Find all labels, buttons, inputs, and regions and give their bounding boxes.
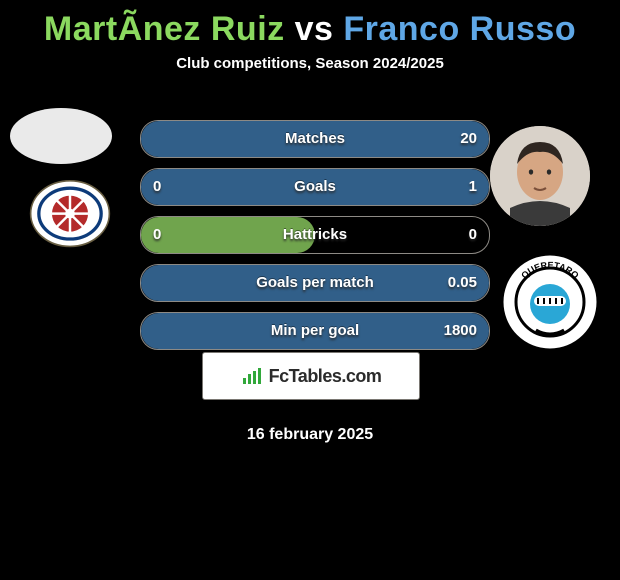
stat-label: Matches: [141, 121, 489, 157]
stat-right-value: 20: [460, 121, 477, 157]
stat-label: Min per goal: [141, 313, 489, 349]
date-label: 16 february 2025: [0, 426, 620, 444]
stat-row-hattricks: 0 Hattricks 0: [140, 216, 490, 254]
stat-right-value: 0: [469, 217, 477, 253]
brand-bars-icon: [241, 366, 263, 386]
player1-avatar: [10, 108, 112, 164]
stat-label: Goals: [141, 169, 489, 205]
title-row: MartÃ­nez Ruiz vs Franco Russo: [0, 0, 620, 49]
stat-bars: Matches 20 0 Goals 1 0 Hattricks 0 Goals…: [140, 120, 490, 360]
stat-row-goals-per-match: Goals per match 0.05: [140, 264, 490, 302]
stat-right-value: 0.05: [448, 265, 477, 301]
player2-avatar: [490, 126, 590, 226]
vs-label: vs: [295, 10, 334, 48]
stat-right-value: 1: [469, 169, 477, 205]
subtitle: Club competitions, Season 2024/2025: [0, 55, 620, 72]
player2-avatar-svg: [490, 126, 590, 226]
stat-label: Hattricks: [141, 217, 489, 253]
player2-name: Franco Russo: [343, 10, 576, 48]
brand-box[interactable]: FcTables.com: [202, 352, 420, 400]
player1-club-badge: [20, 180, 120, 262]
brand-text: FcTables.com: [269, 366, 382, 387]
stat-row-matches: Matches 20: [140, 120, 490, 158]
stat-right-value: 1800: [444, 313, 477, 349]
player1-name: MartÃ­nez Ruiz: [44, 10, 285, 48]
player2-club-badge: QUERETARO: [500, 252, 600, 334]
comparison-card: MartÃ­nez Ruiz vs Franco Russo Club comp…: [0, 0, 620, 580]
stat-row-min-per-goal: Min per goal 1800: [140, 312, 490, 350]
stat-row-goals: 0 Goals 1: [140, 168, 490, 206]
stat-label: Goals per match: [141, 265, 489, 301]
